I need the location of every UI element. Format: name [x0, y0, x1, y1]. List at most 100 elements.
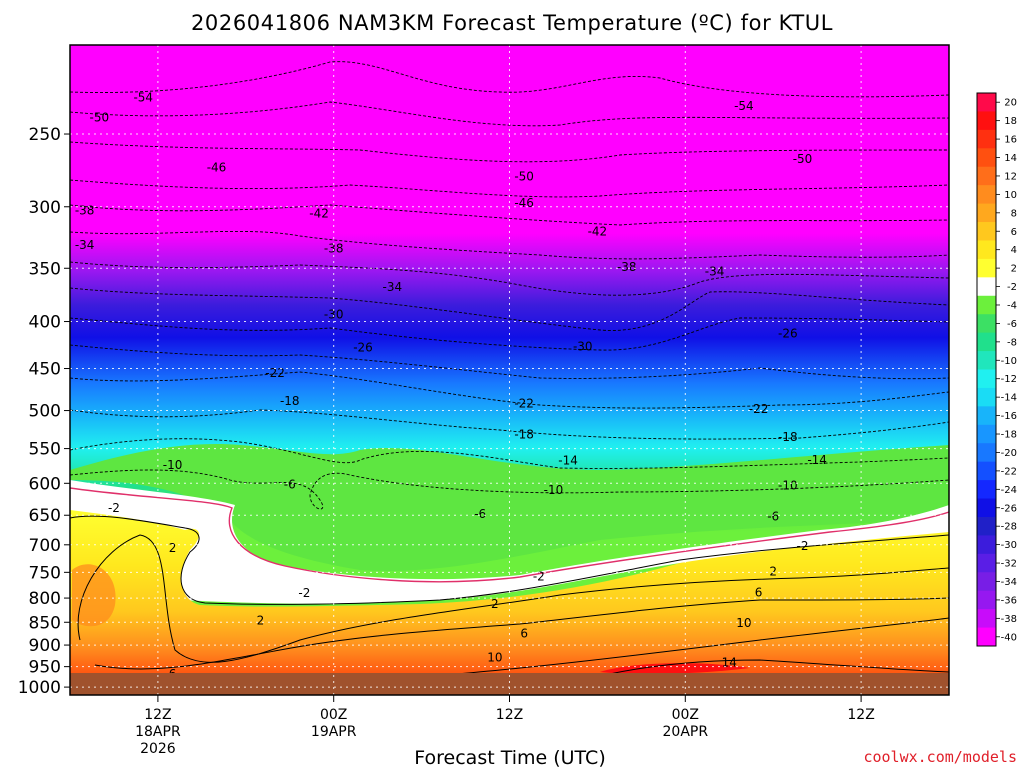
contours	[70, 61, 949, 510]
contour-labels: -54 -50 -54 -50 -50 -46 -46 -42 -42 -38 -38 -38 -34 -…	[75, 90, 827, 681]
contour-line	[70, 317, 949, 351]
colorbar-swatch	[977, 516, 996, 536]
contour-label: 2	[169, 541, 177, 555]
contour-label: -50	[793, 152, 813, 166]
colorbar-label: -28	[1001, 522, 1017, 533]
colorbar-swatch	[977, 332, 996, 352]
y-tick-label: 500	[29, 402, 61, 422]
colorbar-label: 8	[1011, 208, 1017, 219]
contour-line	[70, 204, 949, 226]
contour-label: -34	[705, 265, 725, 279]
contour-label: -6	[767, 509, 779, 523]
contour-label: -34	[382, 280, 402, 294]
contour-label: -2	[108, 501, 120, 515]
colorbar-swatch	[977, 553, 996, 573]
contour-label: -2	[298, 586, 310, 600]
contour-line	[70, 438, 949, 469]
y-tick-label: 1000	[18, 678, 61, 698]
colorbar-swatch	[977, 480, 996, 500]
colorbar-label: -30	[1001, 540, 1017, 551]
contour-label: 14	[722, 655, 737, 669]
colorbar-label: -6	[1007, 319, 1017, 330]
colorbar-label: 16	[1004, 135, 1017, 146]
colorbar-label: -22	[1001, 466, 1017, 477]
contour-label: -6	[284, 478, 296, 492]
contour-label: -50	[514, 169, 534, 183]
near-freezing-zone	[70, 480, 949, 604]
y-tick-label: 300	[29, 198, 61, 218]
contour-label: -38	[75, 204, 95, 218]
contour-label: 10	[736, 616, 751, 630]
colorbar-label: -40	[1001, 632, 1017, 643]
colorbar-swatch	[977, 369, 996, 389]
colorbar-label: 14	[1004, 153, 1017, 164]
y-tick-label: 850	[29, 613, 61, 633]
colorbar-label: -32	[1001, 559, 1017, 570]
contour-label: -42	[309, 206, 329, 220]
y-tick-label: 750	[29, 563, 61, 583]
contour-label: -22	[265, 366, 285, 380]
colorbar-label: -12	[1001, 374, 1017, 385]
contour-label: 10	[487, 650, 502, 664]
contour-label: -14	[807, 453, 827, 467]
contour-label: -22	[749, 402, 769, 416]
y-tick-label: 550	[29, 440, 61, 460]
colorbar-label: -2	[1007, 282, 1017, 293]
colorbar-label: 4	[1011, 245, 1017, 256]
y-tick-label: 950	[29, 658, 61, 678]
x-tick-label: 12Z	[496, 707, 523, 723]
colorbar-swatch	[977, 93, 996, 112]
y-tick-label: 800	[29, 589, 61, 609]
colorbar-label: -26	[1001, 503, 1017, 514]
colorbar-label: 6	[1011, 227, 1017, 238]
contour-label: -38	[617, 260, 637, 274]
colorbar-label: -20	[1001, 448, 1017, 459]
contour-label: -54	[133, 90, 153, 104]
colorbar-swatch	[977, 627, 996, 647]
contour-label: -26	[353, 341, 373, 355]
colorbar-label: 18	[1004, 116, 1017, 127]
colorbar-label: -8	[1007, 337, 1017, 348]
y-tick-label: 700	[29, 536, 61, 556]
contour-label: 2	[257, 613, 265, 627]
x-tick-label: 20APR	[663, 724, 709, 740]
colorbar-frame	[976, 92, 997, 647]
hot-surface-core	[600, 663, 750, 675]
x-tick-label: 12Z	[144, 707, 171, 723]
colorbar-swatch	[977, 258, 996, 278]
contour-label: -18	[778, 430, 798, 444]
colorbar-swatch	[977, 443, 996, 463]
x-tick-label: 18APR	[135, 724, 181, 740]
colorbar-swatch	[977, 314, 996, 334]
contour-label: -30	[573, 340, 593, 354]
colorbar-swatch	[977, 240, 996, 260]
gridlines	[70, 45, 949, 695]
freezing-line	[70, 487, 949, 583]
colorbar-swatch	[977, 498, 996, 518]
contour-label: -30	[324, 307, 344, 321]
colorbar-label: -10	[1001, 356, 1017, 367]
contour-label: -42	[588, 224, 608, 238]
colorbar-swatch	[977, 424, 996, 444]
colorbar-swatch	[977, 572, 996, 592]
y-tick-label: 450	[29, 360, 61, 380]
colorbar-label: -38	[1001, 614, 1017, 625]
plot-area: -54 -50 -54 -50 -50 -46 -46 -42 -42 -38 -38 -38 -34 -…	[70, 45, 949, 695]
contour-label: -2	[533, 570, 545, 584]
colorbar-swatch	[977, 148, 996, 168]
left-warm-pocket	[72, 564, 116, 627]
contour-line	[70, 179, 949, 198]
colorbar-swatch	[977, 222, 996, 241]
contour-line	[70, 409, 949, 440]
contour-label: 2	[769, 564, 777, 578]
contour-line	[94, 597, 949, 670]
contour-line	[70, 61, 949, 98]
contour-line	[70, 515, 949, 605]
colorbar-label: -18	[1001, 430, 1017, 441]
colorbar-label: 12	[1004, 171, 1017, 182]
contour-label: -10	[163, 458, 183, 472]
contour-label: -18	[280, 394, 300, 408]
contour-line	[77, 534, 949, 663]
colorbar-swatch	[977, 295, 996, 315]
